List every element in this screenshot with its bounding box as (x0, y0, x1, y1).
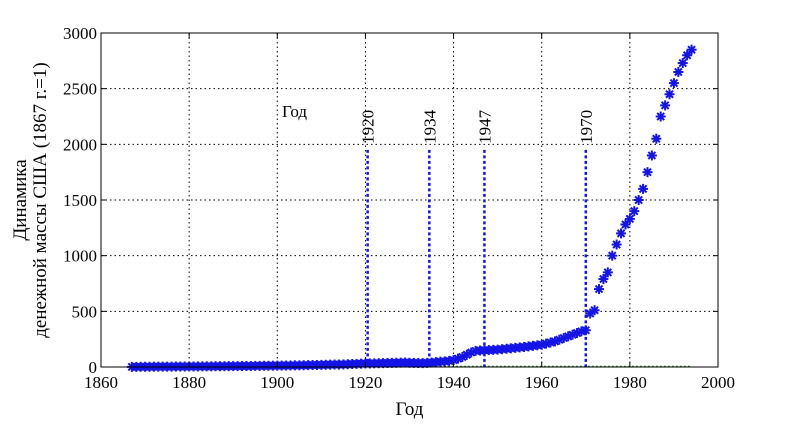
data-point (580, 325, 591, 336)
data-point (651, 133, 662, 144)
x-tick-label: 1860 (84, 373, 118, 392)
y-axis-label-line1: Динамика (10, 159, 31, 241)
data-point (677, 58, 688, 69)
y-axis-label-line2: денежной массы США (1867 г.=1) (30, 62, 51, 337)
y-tick-label: 1500 (63, 191, 97, 210)
vertical-marker-label: 1947 (475, 109, 494, 144)
tick-labels: 1860 1880 1900 1920 1940 1960 1980 2000 0 500 1000… (63, 24, 735, 392)
data-point (673, 66, 684, 77)
vertical-markers: 1920 1934 1947 1970 (359, 109, 596, 367)
data-point (563, 331, 574, 342)
y-tick-label: 0 (89, 358, 98, 377)
data-points (126, 44, 697, 372)
x-tick-label: 2000 (701, 373, 735, 392)
data-point (624, 213, 635, 224)
vertical-marker-label: 1970 (577, 110, 596, 144)
data-point (602, 267, 613, 278)
x-axis-label: Год (396, 399, 424, 420)
data-point (598, 274, 609, 285)
vertical-marker-label: 1934 (420, 109, 439, 144)
data-point (594, 284, 605, 295)
x-tick-label: 1920 (348, 373, 382, 392)
y-tick-label: 3000 (63, 24, 97, 43)
vertical-marker-label: 1920 (359, 110, 378, 144)
x-tick-label: 1880 (172, 373, 206, 392)
y-tick-label: 1000 (63, 247, 97, 266)
data-point (633, 195, 644, 205)
data-point (607, 250, 618, 261)
plot-frame (100, 32, 719, 368)
grid-lines (101, 33, 718, 367)
y-tick-label: 2500 (63, 80, 97, 99)
data-point (646, 150, 657, 161)
data-point (660, 100, 671, 111)
x-tick-label: 1960 (525, 373, 559, 392)
data-point (655, 111, 666, 122)
x-tick-label: 1900 (260, 373, 294, 392)
x-tick-label: 1980 (613, 373, 647, 392)
data-point (620, 219, 631, 230)
data-point (638, 183, 649, 194)
data-point (642, 167, 653, 178)
data-point (629, 206, 640, 217)
x-tick-label: 1940 (437, 373, 471, 392)
data-point (668, 78, 679, 89)
annotation-label: Год (282, 102, 307, 121)
data-point (686, 44, 697, 55)
y-tick-label: 500 (72, 302, 98, 321)
data-point (616, 228, 627, 239)
data-point (611, 239, 622, 250)
y-tick-label: 2000 (63, 135, 97, 154)
y-axis-label: Динамика денежной массы США (1867 г.=1) (10, 62, 51, 337)
data-point (664, 89, 675, 100)
data-point (589, 305, 600, 316)
data-point (461, 349, 472, 360)
